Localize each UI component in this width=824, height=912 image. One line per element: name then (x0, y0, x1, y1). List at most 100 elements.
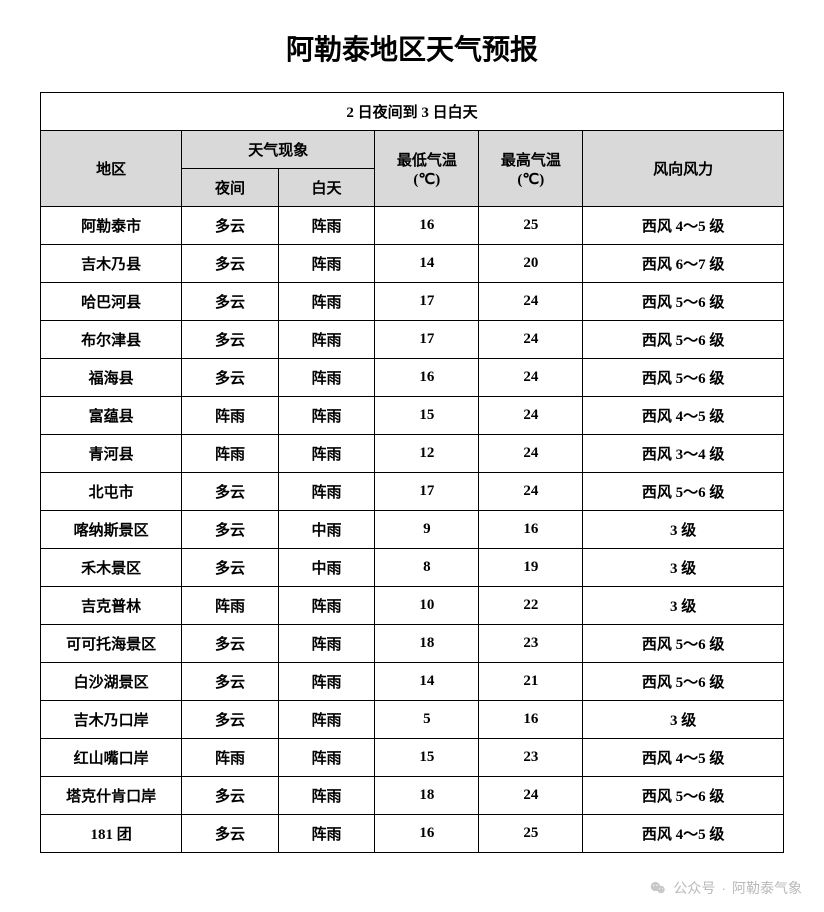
night-cell: 多云 (182, 549, 279, 587)
region-cell: 福海县 (41, 359, 182, 397)
day-cell: 阵雨 (278, 739, 375, 777)
min-cell: 16 (375, 207, 479, 245)
table-row: 吉克普林阵雨阵雨10223 级 (41, 587, 784, 625)
min-cell: 9 (375, 511, 479, 549)
wind-cell: 西风 6～7 级 (583, 245, 784, 283)
region-cell: 吉克普林 (41, 587, 182, 625)
night-cell: 多云 (182, 283, 279, 321)
max-cell: 24 (479, 473, 583, 511)
wind-cell: 西风 5～6 级 (583, 663, 784, 701)
day-cell: 阵雨 (278, 663, 375, 701)
table-row: 可可托海景区多云阵雨1823西风 5～6 级 (41, 625, 784, 663)
wind-cell: 西风 5～6 级 (583, 777, 784, 815)
region-cell: 北屯市 (41, 473, 182, 511)
max-cell: 24 (479, 777, 583, 815)
col-phenomena: 天气现象 (182, 131, 375, 169)
forecast-table: 2 日夜间到 3 日白天 地区 天气现象 最低气温(℃) 最高气温(℃) 风向风… (40, 92, 784, 853)
region-cell: 红山嘴口岸 (41, 739, 182, 777)
region-cell: 禾木景区 (41, 549, 182, 587)
min-cell: 15 (375, 397, 479, 435)
wind-cell: 西风 4～5 级 (583, 815, 784, 853)
night-cell: 多云 (182, 207, 279, 245)
page-title: 阿勒泰地区天气预报 (40, 28, 784, 68)
min-cell: 17 (375, 283, 479, 321)
min-cell: 17 (375, 473, 479, 511)
min-cell: 12 (375, 435, 479, 473)
night-cell: 多云 (182, 359, 279, 397)
night-cell: 阵雨 (182, 587, 279, 625)
region-cell: 吉木乃口岸 (41, 701, 182, 739)
day-cell: 阵雨 (278, 207, 375, 245)
min-cell: 8 (375, 549, 479, 587)
max-cell: 16 (479, 701, 583, 739)
night-cell: 多云 (182, 777, 279, 815)
day-cell: 中雨 (278, 549, 375, 587)
wind-cell: 西风 5～6 级 (583, 473, 784, 511)
min-cell: 10 (375, 587, 479, 625)
wind-cell: 西风 5～6 级 (583, 625, 784, 663)
col-night: 夜间 (182, 169, 279, 207)
region-cell: 可可托海景区 (41, 625, 182, 663)
min-cell: 15 (375, 739, 479, 777)
min-cell: 18 (375, 625, 479, 663)
table-row: 福海县多云阵雨1624西风 5～6 级 (41, 359, 784, 397)
col-region: 地区 (41, 131, 182, 207)
night-cell: 多云 (182, 473, 279, 511)
wind-cell: 3 级 (583, 701, 784, 739)
day-cell: 阵雨 (278, 359, 375, 397)
wind-cell: 3 级 (583, 511, 784, 549)
table-row: 吉木乃口岸多云阵雨5163 级 (41, 701, 784, 739)
region-cell: 吉木乃县 (41, 245, 182, 283)
max-cell: 24 (479, 359, 583, 397)
wind-cell: 西风 5～6 级 (583, 321, 784, 359)
watermark-account: 阿勒泰气象 (732, 878, 802, 898)
wind-cell: 3 级 (583, 549, 784, 587)
col-wind: 风向风力 (583, 131, 784, 207)
region-cell: 阿勒泰市 (41, 207, 182, 245)
col-day: 白天 (278, 169, 375, 207)
wechat-icon (649, 879, 667, 897)
watermark-prefix: 公众号 (673, 878, 715, 898)
period-header: 2 日夜间到 3 日白天 (41, 93, 784, 131)
min-cell: 17 (375, 321, 479, 359)
region-cell: 白沙湖景区 (41, 663, 182, 701)
wind-cell: 西风 5～6 级 (583, 359, 784, 397)
max-cell: 24 (479, 435, 583, 473)
night-cell: 多云 (182, 511, 279, 549)
day-cell: 阵雨 (278, 777, 375, 815)
day-cell: 阵雨 (278, 283, 375, 321)
min-cell: 14 (375, 663, 479, 701)
max-cell: 24 (479, 321, 583, 359)
table-row: 白沙湖景区多云阵雨1421西风 5～6 级 (41, 663, 784, 701)
table-row: 哈巴河县多云阵雨1724西风 5～6 级 (41, 283, 784, 321)
max-cell: 21 (479, 663, 583, 701)
min-cell: 16 (375, 359, 479, 397)
night-cell: 多云 (182, 245, 279, 283)
region-cell: 喀纳斯景区 (41, 511, 182, 549)
region-cell: 布尔津县 (41, 321, 182, 359)
night-cell: 阵雨 (182, 739, 279, 777)
table-row: 北屯市多云阵雨1724西风 5～6 级 (41, 473, 784, 511)
region-cell: 哈巴河县 (41, 283, 182, 321)
table-row: 喀纳斯景区多云中雨9163 级 (41, 511, 784, 549)
max-cell: 16 (479, 511, 583, 549)
max-cell: 25 (479, 815, 583, 853)
max-cell: 25 (479, 207, 583, 245)
region-cell: 181 团 (41, 815, 182, 853)
day-cell: 中雨 (278, 511, 375, 549)
min-cell: 5 (375, 701, 479, 739)
day-cell: 阵雨 (278, 815, 375, 853)
col-min-temp: 最低气温(℃) (375, 131, 479, 207)
day-cell: 阵雨 (278, 625, 375, 663)
max-cell: 22 (479, 587, 583, 625)
table-row: 阿勒泰市多云阵雨1625西风 4～5 级 (41, 207, 784, 245)
region-cell: 富蕴县 (41, 397, 182, 435)
wind-cell: 西风 4～5 级 (583, 739, 784, 777)
day-cell: 阵雨 (278, 397, 375, 435)
day-cell: 阵雨 (278, 587, 375, 625)
night-cell: 阵雨 (182, 435, 279, 473)
col-max-temp: 最高气温(℃) (479, 131, 583, 207)
max-cell: 20 (479, 245, 583, 283)
table-row: 塔克什肯口岸多云阵雨1824西风 5～6 级 (41, 777, 784, 815)
min-cell: 14 (375, 245, 479, 283)
